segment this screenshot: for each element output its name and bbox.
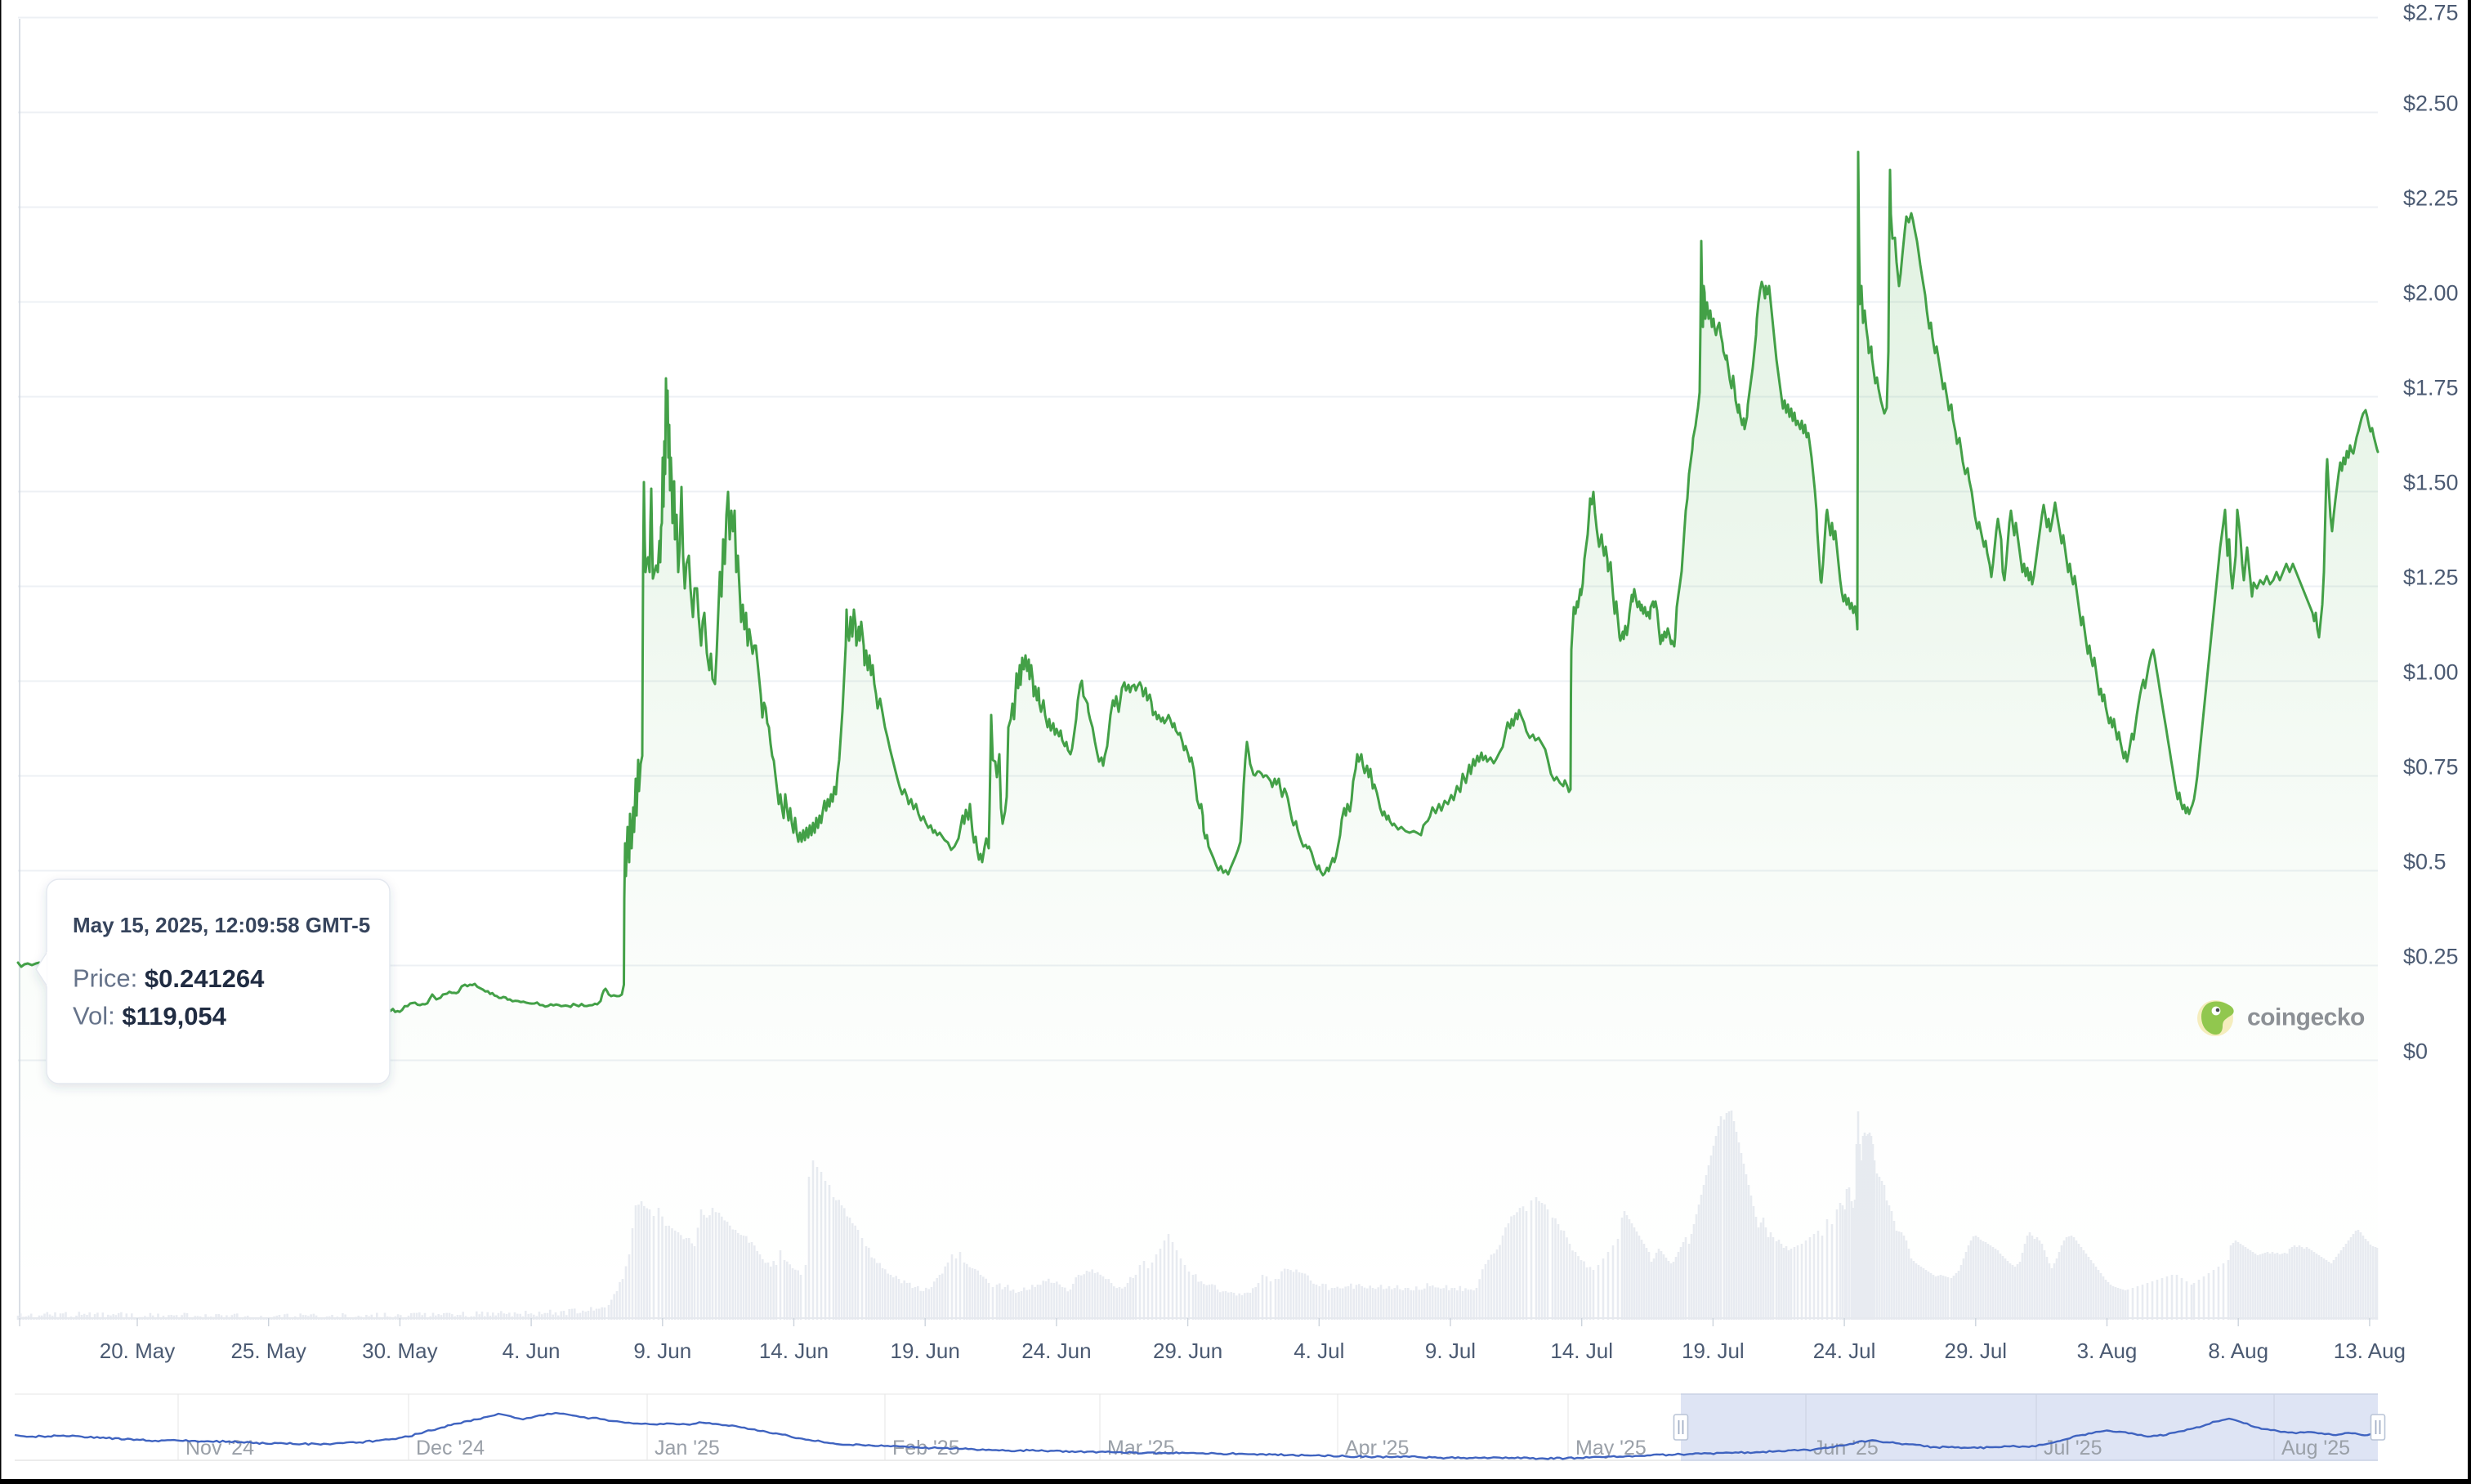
svg-text:Jul '25: Jul '25 <box>2044 1437 2102 1459</box>
svg-text:$0.25: $0.25 <box>2403 945 2459 969</box>
svg-text:May 15, 2025, 12:09:58 GMT-5: May 15, 2025, 12:09:58 GMT-5 <box>73 913 370 937</box>
svg-text:29. Jun: 29. Jun <box>1153 1339 1222 1363</box>
svg-text:$1.25: $1.25 <box>2403 565 2459 590</box>
svg-text:$1.50: $1.50 <box>2403 471 2459 495</box>
svg-text:14. Jul: 14. Jul <box>1550 1339 1613 1363</box>
svg-text:Jan '25: Jan '25 <box>655 1437 720 1459</box>
svg-text:$2.50: $2.50 <box>2403 92 2459 116</box>
svg-text:9. Jun: 9. Jun <box>633 1339 691 1363</box>
svg-text:29. Jul: 29. Jul <box>1944 1339 2007 1363</box>
svg-text:19. Jul: 19. Jul <box>1682 1339 1745 1363</box>
svg-text:$2.25: $2.25 <box>2403 186 2459 211</box>
svg-text:$0: $0 <box>2403 1039 2428 1064</box>
svg-text:$0.75: $0.75 <box>2403 755 2459 780</box>
svg-text:Nov '24: Nov '24 <box>185 1437 254 1459</box>
svg-text:Vol: $119,054: Vol: $119,054 <box>73 1002 227 1030</box>
svg-text:9. Jul: 9. Jul <box>1425 1339 1476 1363</box>
svg-text:$0.5: $0.5 <box>2403 850 2446 874</box>
svg-text:24. Jul: 24. Jul <box>1813 1339 1876 1363</box>
svg-text:Dec '24: Dec '24 <box>416 1437 485 1459</box>
svg-text:13. Aug: 13. Aug <box>2334 1339 2406 1363</box>
svg-text:4. Jul: 4. Jul <box>1294 1339 1344 1363</box>
svg-text:Aug '25: Aug '25 <box>2281 1437 2350 1459</box>
svg-text:25. May: 25. May <box>230 1339 306 1363</box>
svg-text:30. May: 30. May <box>362 1339 438 1363</box>
svg-text:$2.75: $2.75 <box>2403 1 2459 25</box>
svg-text:4. Jun: 4. Jun <box>503 1339 561 1363</box>
svg-text:Price: $0.241264: Price: $0.241264 <box>73 964 265 993</box>
svg-text:14. Jun: 14. Jun <box>759 1339 829 1363</box>
svg-text:19. Jun: 19. Jun <box>891 1339 960 1363</box>
svg-text:3. Aug: 3. Aug <box>2077 1339 2138 1363</box>
svg-text:20. May: 20. May <box>100 1339 176 1363</box>
svg-text:coingecko: coingecko <box>2247 1004 2365 1031</box>
svg-text:$1.75: $1.75 <box>2403 376 2459 400</box>
svg-text:8. Aug: 8. Aug <box>2208 1339 2268 1363</box>
svg-text:$1.00: $1.00 <box>2403 660 2459 685</box>
svg-text:24. Jun: 24. Jun <box>1021 1339 1091 1363</box>
svg-text:Mar '25: Mar '25 <box>1107 1437 1175 1459</box>
svg-text:$2.00: $2.00 <box>2403 281 2459 306</box>
